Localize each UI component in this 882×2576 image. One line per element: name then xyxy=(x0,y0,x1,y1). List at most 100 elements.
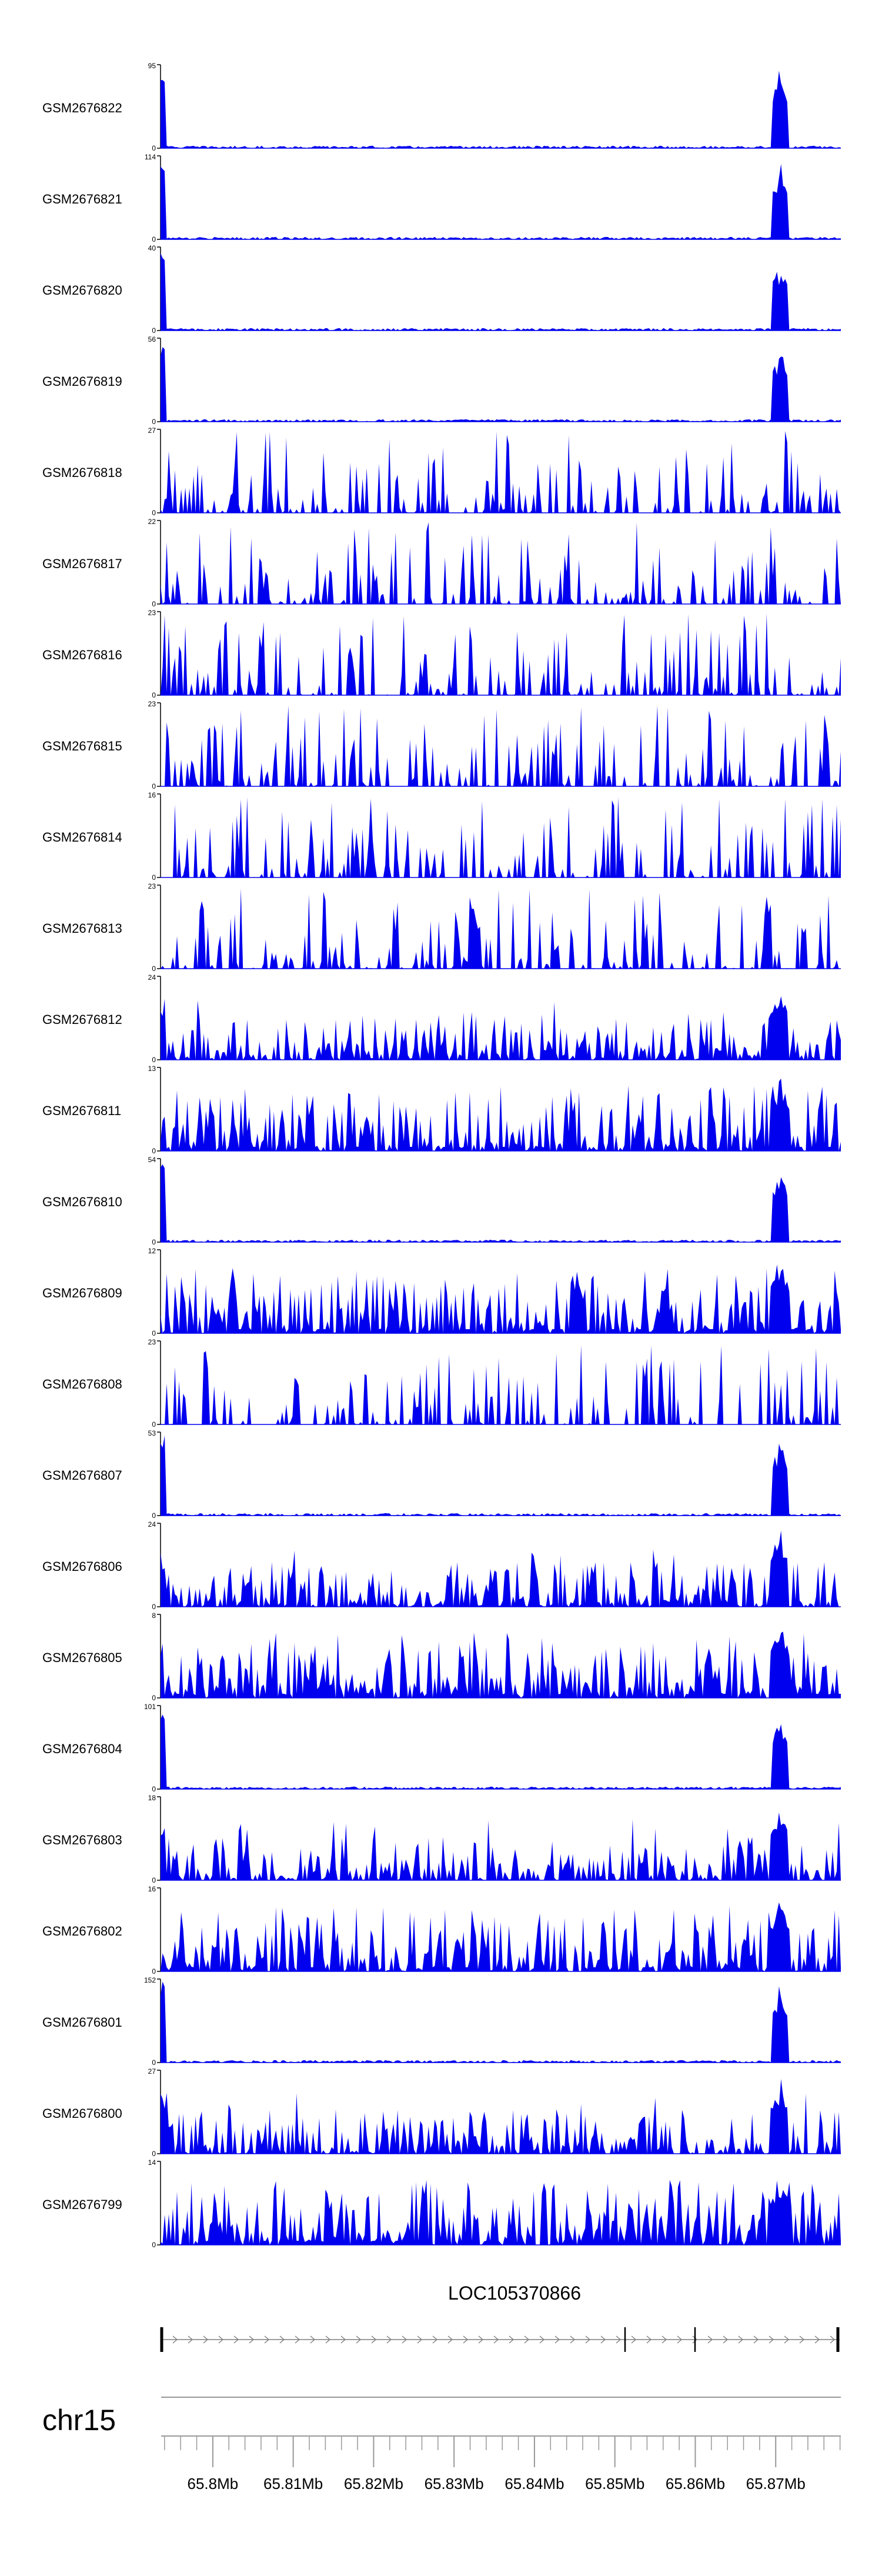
track-signal-area xyxy=(161,1714,841,1789)
track-gsm2676812: GSM2676812 24 0 xyxy=(42,973,841,1064)
track-y-max-label: 24 xyxy=(148,1520,156,1529)
track-y-min-label: 0 xyxy=(152,1329,156,1337)
track-y-min-label: 0 xyxy=(152,1785,156,1793)
gene-strand-chevron xyxy=(203,2335,209,2344)
track-signal-area xyxy=(161,1530,841,1607)
track-signal-area xyxy=(161,1164,841,1242)
gene-strand-chevron xyxy=(539,2335,545,2344)
track-signal-area xyxy=(161,797,841,877)
track-sample-label: GSM2676815 xyxy=(42,739,122,753)
track-signal-area xyxy=(161,1345,841,1424)
track-gsm2676811: GSM2676811 13 0 xyxy=(42,1065,841,1155)
ruler-tick-label: 65.83Mb xyxy=(425,2475,484,2492)
track-gsm2676801: GSM2676801 152 0 xyxy=(42,1976,841,2067)
track-y-min-label: 0 xyxy=(152,235,156,243)
track-y-max-label: 56 xyxy=(148,335,156,343)
track-gsm2676806: GSM2676806 24 0 xyxy=(42,1520,841,1611)
gene-strand-chevron xyxy=(585,2335,591,2344)
track-y-max-label: 54 xyxy=(148,1156,156,1164)
gene-strand-chevron xyxy=(325,2335,331,2344)
track-y-min-label: 0 xyxy=(152,965,156,973)
gene-strand-chevron xyxy=(631,2335,637,2344)
track-sample-label: GSM2676814 xyxy=(42,830,122,845)
track-gsm2676807: GSM2676807 53 0 xyxy=(42,1429,841,1520)
track-y-min-label: 0 xyxy=(152,873,156,882)
gene-strand-chevron xyxy=(417,2335,423,2344)
gene-strand-chevron xyxy=(172,2335,178,2344)
track-gsm2676815: GSM2676815 23 0 xyxy=(42,700,841,790)
track-sample-label: GSM2676802 xyxy=(42,1924,122,1938)
track-sample-label: GSM2676816 xyxy=(42,648,122,662)
track-gsm2676810: GSM2676810 54 0 xyxy=(42,1156,841,1246)
track-sample-label: GSM2676804 xyxy=(42,1741,122,1756)
track-y-max-label: 23 xyxy=(148,700,156,708)
gene-strand-chevron xyxy=(570,2335,576,2344)
track-signal-area xyxy=(161,1812,841,1880)
gene-strand-chevron xyxy=(707,2335,713,2344)
track-sample-label: GSM2676809 xyxy=(42,1286,122,1300)
gene-strand-chevron xyxy=(249,2335,255,2344)
gene-strand-chevron xyxy=(218,2335,224,2344)
track-y-min-label: 0 xyxy=(152,1238,156,1246)
track-sample-label: GSM2676813 xyxy=(42,921,122,936)
gene-strand-chevron xyxy=(493,2335,499,2344)
gene-strand-chevron xyxy=(738,2335,744,2344)
track-sample-label: GSM2676803 xyxy=(42,1833,122,1847)
track-y-min-label: 0 xyxy=(152,1420,156,1429)
track-gsm2676822: GSM2676822 95 0 xyxy=(42,62,841,152)
track-signal-area xyxy=(161,163,841,239)
ruler-tick-label: 65.82Mb xyxy=(344,2475,403,2492)
track-signal-area xyxy=(161,431,841,513)
gene-strand-chevron xyxy=(463,2335,469,2344)
track-y-max-label: 8 xyxy=(152,1611,156,1620)
gene-strand-chevron xyxy=(478,2335,484,2344)
gene-strand-chevron xyxy=(753,2335,759,2344)
track-gsm2676802: GSM2676802 16 0 xyxy=(42,1885,841,1976)
track-gsm2676805: GSM2676805 8 0 xyxy=(42,1611,841,1702)
track-y-min-label: 0 xyxy=(152,509,156,517)
track-y-min-label: 0 xyxy=(152,1694,156,1702)
gene-strand-chevron xyxy=(371,2335,377,2344)
track-sample-label: GSM2676822 xyxy=(42,101,122,115)
ruler-tick-label: 65.84Mb xyxy=(505,2475,564,2492)
track-y-max-label: 152 xyxy=(144,1976,156,1984)
track-signal-area xyxy=(161,705,841,786)
track-y-min-label: 0 xyxy=(152,1967,156,1976)
gene-strand-chevron xyxy=(386,2335,392,2344)
track-gsm2676808: GSM2676808 23 0 xyxy=(42,1338,841,1429)
gene-strand-chevron xyxy=(616,2335,622,2344)
gene-strand-chevron xyxy=(799,2335,805,2344)
track-sample-label: GSM2676806 xyxy=(42,1559,122,1574)
gene-strand-chevron xyxy=(340,2335,346,2344)
track-gsm2676820: GSM2676820 40 0 xyxy=(42,244,841,335)
track-sample-label: GSM2676817 xyxy=(42,556,122,571)
gene-strand-chevron xyxy=(402,2335,407,2344)
gene-strand-chevron xyxy=(600,2335,606,2344)
track-y-min-label: 0 xyxy=(152,1876,156,1884)
gene-strand-chevron xyxy=(662,2335,667,2344)
chromosome-label: chr15 xyxy=(42,2404,116,2437)
track-y-max-label: 40 xyxy=(148,244,156,252)
track-signal-area xyxy=(161,2180,841,2245)
track-gsm2676821: GSM2676821 114 0 xyxy=(42,153,841,243)
track-signal-area xyxy=(161,1264,841,1333)
ruler-tick-label: 65.8Mb xyxy=(188,2475,239,2492)
track-gsm2676800: GSM2676800 27 0 xyxy=(42,2067,841,2158)
gene-strand-chevron xyxy=(432,2335,438,2344)
gene-strand-chevron xyxy=(814,2335,820,2344)
track-gsm2676819: GSM2676819 56 0 xyxy=(42,335,841,426)
track-sample-label: GSM2676808 xyxy=(42,1377,122,1392)
track-sample-label: GSM2676818 xyxy=(42,465,122,480)
track-sample-label: GSM2676812 xyxy=(42,1012,122,1027)
track-y-max-label: 23 xyxy=(148,609,156,617)
gene-exon xyxy=(624,2327,626,2352)
track-y-min-label: 0 xyxy=(152,691,156,699)
track-sample-label: GSM2676807 xyxy=(42,1468,122,1483)
ruler-tick-label: 65.81Mb xyxy=(263,2475,323,2492)
track-y-min-label: 0 xyxy=(152,782,156,790)
track-gsm2676818: GSM2676818 27 0 xyxy=(42,426,841,517)
gene-strand-chevron xyxy=(723,2335,729,2344)
track-signal-area xyxy=(161,1435,841,1516)
track-y-min-label: 0 xyxy=(152,418,156,426)
